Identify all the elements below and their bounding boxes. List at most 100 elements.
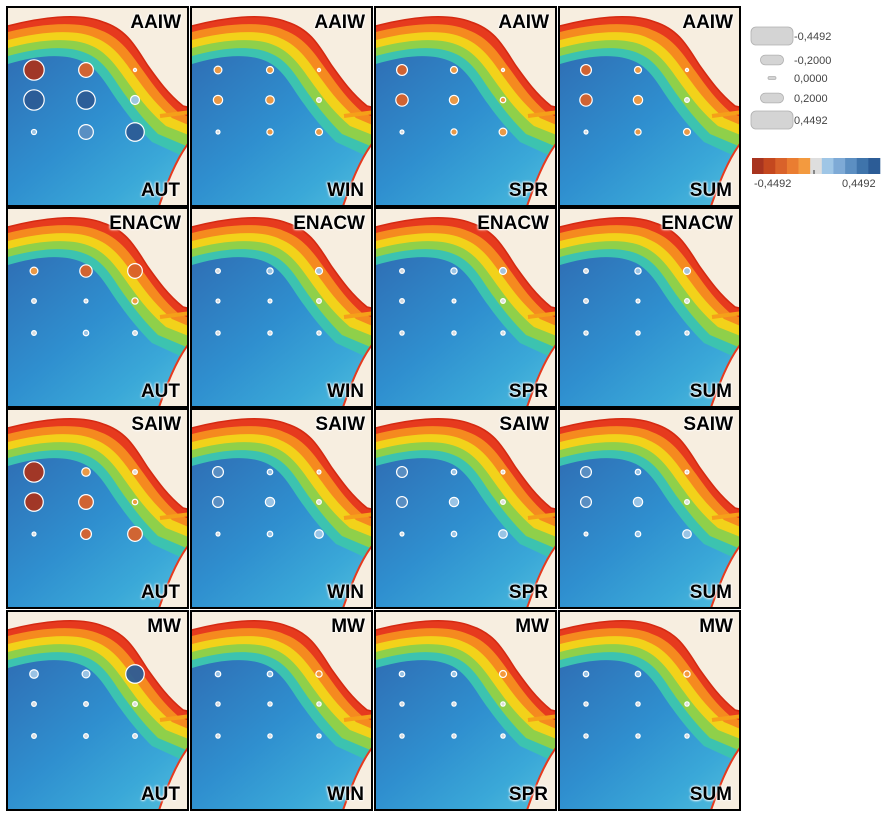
- colorbar-segment: [856, 158, 869, 174]
- colorbar-segment: [786, 158, 799, 174]
- station-marker: [500, 701, 506, 707]
- station-marker: [634, 128, 642, 136]
- colorbar-segment: [798, 158, 811, 174]
- station-marker: [500, 499, 506, 505]
- station-marker: [31, 701, 37, 707]
- map-panel: SAIW AUT: [6, 408, 189, 609]
- bathymetry-map: [376, 612, 555, 809]
- station-marker: [316, 499, 322, 505]
- station-marker: [314, 127, 324, 137]
- station-marker: [684, 330, 690, 336]
- station-marker: [78, 124, 94, 140]
- station-marker: [267, 733, 273, 739]
- station-marker: [127, 263, 143, 279]
- season-label: AUT: [140, 582, 180, 603]
- station-marker: [316, 733, 322, 739]
- station-marker: [684, 733, 690, 739]
- station-marker: [127, 526, 143, 542]
- station-marker: [448, 496, 460, 508]
- station-marker: [684, 67, 690, 73]
- legend-size-symbol: [760, 92, 784, 104]
- station-marker: [635, 733, 641, 739]
- station-marker: [266, 267, 274, 275]
- station-marker: [498, 266, 508, 276]
- bathymetry-map: [192, 410, 371, 607]
- map-panel: MW SUM: [558, 610, 741, 811]
- station-marker: [316, 701, 322, 707]
- water-mass-label: AAIW: [682, 12, 733, 33]
- station-marker: [450, 468, 458, 476]
- water-mass-label: ENACW: [109, 213, 181, 234]
- station-marker: [451, 330, 457, 336]
- station-marker: [125, 664, 145, 684]
- station-marker: [682, 529, 692, 539]
- station-marker: [450, 530, 458, 538]
- station-marker: [395, 93, 409, 107]
- map-panel: MW WIN: [190, 610, 373, 811]
- season-label: SUM: [689, 582, 732, 603]
- legend-size-label: 0,2000: [794, 93, 828, 105]
- water-mass-label: ENACW: [661, 213, 733, 234]
- season-label: WIN: [327, 784, 364, 805]
- map-panel: ENACW AUT: [6, 207, 189, 408]
- legend-size-symbol: [750, 26, 794, 46]
- colorbar-segment: [868, 158, 881, 174]
- station-marker: [132, 701, 138, 707]
- map-panel: ENACW SPR: [374, 207, 557, 408]
- water-mass-label: ENACW: [293, 213, 365, 234]
- station-marker: [634, 267, 642, 275]
- season-label: SPR: [508, 381, 548, 402]
- bathymetry-map: [560, 410, 739, 607]
- map-panel: MW AUT: [6, 610, 189, 811]
- station-marker: [214, 670, 222, 678]
- bathymetry-map: [8, 8, 187, 205]
- map-panel-grid: AAIW AUT AAIW WIN AAIW SPR AAIW SUM ENACW AUT ENAC…: [6, 6, 741, 812]
- station-marker: [684, 701, 690, 707]
- station-marker: [265, 65, 275, 75]
- station-marker: [395, 63, 409, 77]
- station-marker: [267, 701, 273, 707]
- water-mass-label: SAIW: [499, 414, 549, 435]
- bathymetry-map: [376, 410, 555, 607]
- station-marker: [267, 330, 273, 336]
- map-panel: AAIW SUM: [558, 6, 741, 207]
- station-marker: [583, 733, 589, 739]
- station-marker: [215, 330, 221, 336]
- station-marker: [579, 465, 593, 479]
- station-marker: [579, 63, 593, 77]
- water-mass-label: AAIW: [314, 12, 365, 33]
- station-marker: [683, 670, 691, 678]
- season-label: SUM: [689, 381, 732, 402]
- station-marker: [29, 266, 39, 276]
- station-marker: [634, 530, 642, 538]
- station-marker: [632, 496, 644, 508]
- station-marker: [29, 669, 39, 679]
- station-marker: [500, 298, 506, 304]
- station-marker: [316, 298, 322, 304]
- water-mass-label: MW: [515, 616, 549, 637]
- bathymetry-map: [192, 209, 371, 406]
- water-mass-label: ENACW: [477, 213, 549, 234]
- station-marker: [266, 670, 274, 678]
- bathymetry-map: [192, 612, 371, 809]
- map-panel: SAIW WIN: [190, 408, 373, 609]
- station-marker: [399, 701, 405, 707]
- station-marker: [212, 94, 224, 106]
- station-marker: [682, 127, 692, 137]
- station-marker: [449, 65, 459, 75]
- station-marker: [266, 530, 274, 538]
- water-mass-label: MW: [147, 616, 181, 637]
- station-marker: [314, 266, 324, 276]
- station-marker: [684, 469, 690, 475]
- station-marker: [83, 298, 89, 304]
- station-marker: [314, 529, 324, 539]
- station-marker: [500, 469, 506, 475]
- water-mass-label: AAIW: [498, 12, 549, 33]
- station-marker: [395, 465, 409, 479]
- bathymetry-map: [376, 8, 555, 205]
- station-marker: [451, 733, 457, 739]
- season-label: SUM: [689, 784, 732, 805]
- station-marker: [500, 330, 506, 336]
- station-marker: [450, 670, 458, 678]
- map-panel: SAIW SUM: [558, 408, 741, 609]
